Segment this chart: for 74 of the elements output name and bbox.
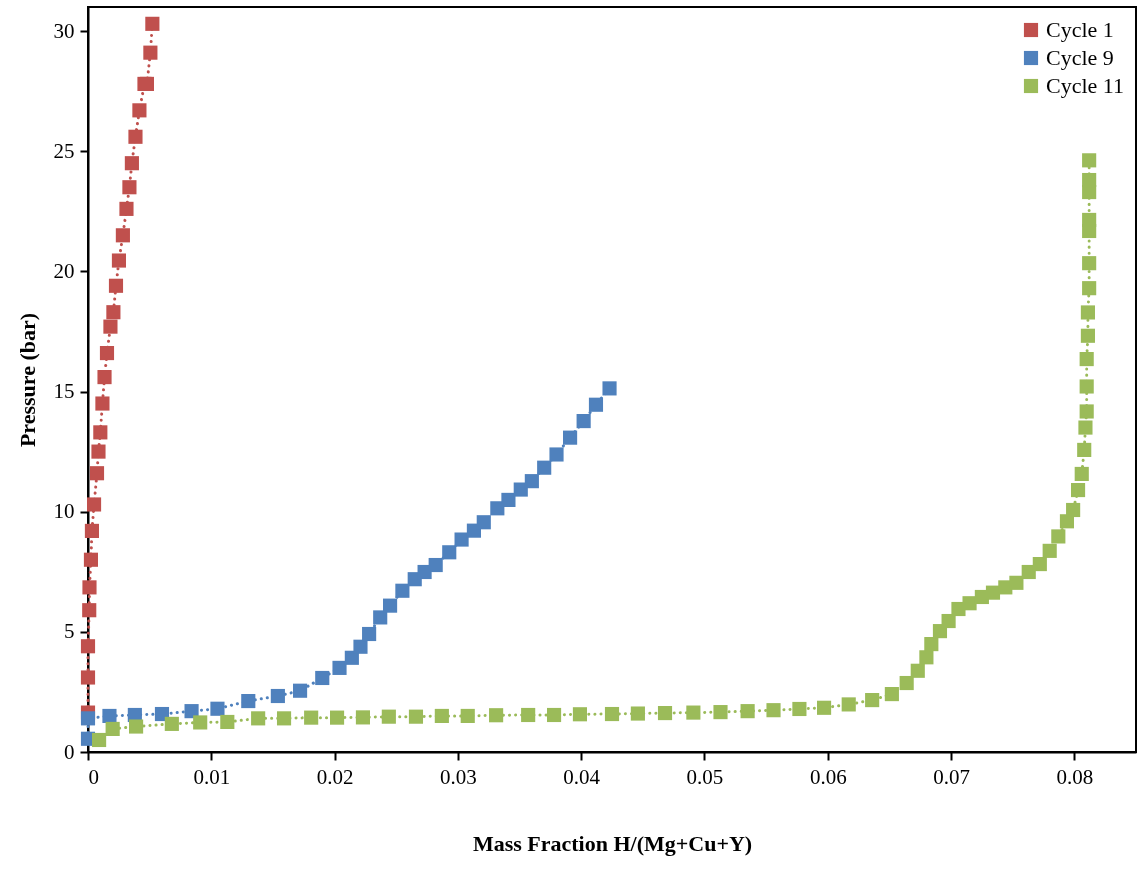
point [513,482,528,497]
point [102,708,117,724]
point [86,497,102,512]
point [524,474,539,489]
point [82,580,97,595]
y-tick-label: 10 [53,499,75,524]
point [124,156,139,171]
point [80,670,96,685]
point [270,688,285,704]
point [428,557,443,573]
x-tick-label: 0.08 [1056,764,1094,789]
point [95,396,110,411]
point [91,444,106,459]
x-tick-label: 0.07 [933,764,970,789]
point [108,278,124,293]
point [383,598,398,613]
point [82,603,97,618]
point [373,610,388,625]
point [154,706,170,722]
point [93,425,108,440]
point [97,370,112,385]
x-tick-label: 0.02 [316,764,354,789]
point [83,552,99,567]
x-tick-label: 0.01 [193,764,231,789]
point [99,345,115,361]
point [128,129,143,144]
point [563,430,578,445]
point [332,660,347,675]
point [602,381,617,396]
x-axis-title: Mass Fraction H/(Mg+Cu+Y) [472,830,753,856]
x-tick-label: 0.05 [686,764,724,789]
legend-label: Cycle 11 [1046,73,1124,98]
y-axis-title: Pressure (bar) [14,312,40,448]
point [241,693,256,709]
point [588,397,604,412]
point [292,683,308,698]
y-tick-label: 15 [53,379,75,404]
x-tick-label: 0 [88,764,99,789]
point [315,670,330,686]
point [119,201,134,216]
point [442,545,457,560]
x-tick-label: 0.04 [563,764,601,789]
point [537,460,552,475]
x-tick-label: 0.06 [809,764,847,789]
point [143,45,158,60]
point [80,639,96,654]
point [501,492,516,507]
point [80,711,96,726]
point [576,414,591,429]
x-tick-label: 0.03 [440,764,477,789]
y-tick-label: 25 [53,138,75,163]
point [89,466,105,481]
legend-label: Cycle 9 [1046,45,1114,70]
point [145,16,160,31]
point [549,447,564,462]
y-tick-label: 30 [53,18,75,43]
point [115,228,130,243]
point [395,583,410,598]
y-tick-label: 20 [53,258,75,283]
point [111,253,127,268]
point [184,704,199,719]
point [84,523,100,538]
point [362,626,377,642]
point [454,532,469,547]
y-tick-label: 0 [64,739,75,764]
point [122,180,137,195]
point [106,305,121,320]
point [476,515,491,530]
point [103,319,118,334]
point [132,103,147,118]
point [353,639,368,654]
point [210,701,225,716]
y-tick-label: 5 [64,619,75,644]
legend-label: Cycle 1 [1046,17,1114,42]
